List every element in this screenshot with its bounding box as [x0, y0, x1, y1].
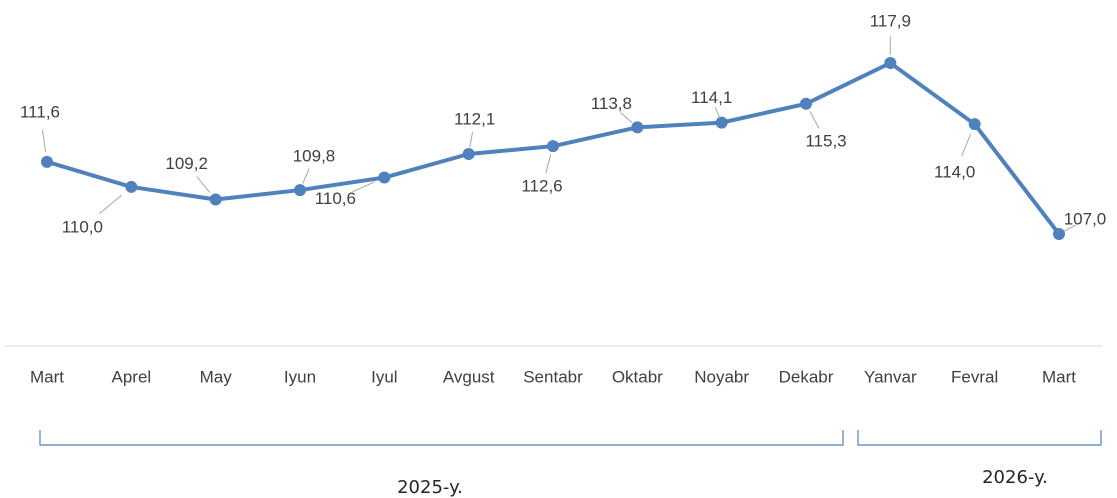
x-tick-label: Iyun [284, 367, 316, 386]
data-label: 107,0 [1064, 209, 1107, 228]
x-tick-label: Aprel [111, 367, 151, 386]
leader-line [99, 194, 122, 214]
x-tick-label: Oktabr [612, 367, 663, 386]
group-bracket [39, 430, 844, 446]
point [378, 171, 391, 184]
data-label: 110,0 [62, 217, 103, 236]
x-tick-label: Mart [1042, 367, 1076, 386]
x-tick-label: Iyul [371, 367, 397, 386]
group-bracket [857, 430, 1102, 446]
group-label: 2026-y. [982, 467, 1048, 488]
x-tick-label: Fevral [951, 367, 998, 386]
x-tick-label: May [200, 367, 233, 386]
point [294, 184, 306, 197]
data-label: 114,1 [691, 88, 732, 107]
x-tick-label: Sentabr [523, 367, 583, 386]
point [884, 57, 897, 69]
data-label: 115,3 [805, 131, 846, 150]
data-label: 109,2 [165, 154, 208, 173]
x-tick-label: Dekabr [779, 367, 834, 386]
leader-line [545, 154, 552, 173]
group-label: 2025-y. [397, 477, 463, 498]
data-label: 113,8 [591, 94, 632, 113]
leader-line [961, 133, 972, 157]
leader-line [196, 176, 211, 193]
leader-line [41, 129, 47, 153]
point [715, 116, 728, 129]
leader-line [714, 106, 721, 119]
data-label: 109,8 [293, 147, 336, 166]
data-label: 117,9 [870, 11, 911, 30]
x-tick-label: Yanvar [864, 367, 917, 386]
x-tick-label: Noyabr [694, 367, 749, 386]
x-tick-label: Avgust [443, 367, 495, 386]
point [41, 155, 53, 168]
point [800, 97, 812, 110]
point [547, 140, 559, 153]
point [968, 118, 981, 131]
data-label: 112,1 [454, 109, 495, 128]
point [462, 147, 475, 160]
point [1053, 228, 1065, 240]
data-label: 114,0 [934, 163, 975, 182]
leader-line [620, 111, 633, 124]
data-label: 112,6 [521, 177, 562, 196]
data-label: 110,6 [315, 189, 356, 208]
point [631, 121, 644, 134]
leader-line [809, 111, 820, 129]
leader-line [352, 181, 375, 193]
data-label: 111,6 [20, 102, 60, 121]
leader-line [302, 168, 310, 184]
point [125, 180, 138, 193]
x-tick-label: Mart [30, 367, 64, 386]
leader-line [1063, 224, 1077, 232]
point [209, 193, 222, 206]
leader-line [469, 131, 474, 148]
